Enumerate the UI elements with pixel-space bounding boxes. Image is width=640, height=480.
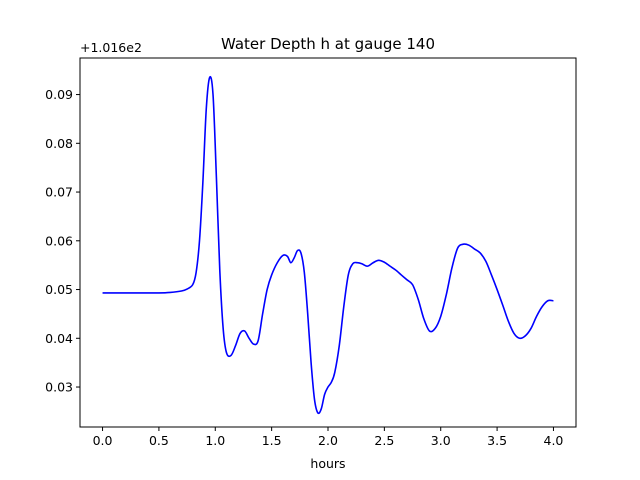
x-tick-label: 1.5 — [262, 433, 282, 448]
x-tick-label: 3.5 — [487, 433, 507, 448]
y-tick-label: 0.04 — [45, 331, 73, 346]
y-tick-label: 0.03 — [45, 380, 73, 395]
y-axis-offset-label: +1.016e2 — [80, 40, 142, 55]
chart-title: Water Depth h at gauge 140 — [221, 35, 435, 53]
x-tick-label: 2.0 — [318, 433, 338, 448]
series-line-water-depth — [102, 75, 554, 415]
x-tick-label: 1.0 — [205, 433, 225, 448]
x-tick-label: 0.0 — [93, 433, 113, 448]
x-tick-label: 3.0 — [431, 433, 451, 448]
axis-ticks: 0.0 0.5 1.0 1.5 2.0 2.5 3.0 3.5 4.0 0.03 0.04 0.05 0… — [45, 87, 563, 448]
y-tick-label: 0.09 — [45, 87, 73, 102]
y-tick-label: 0.07 — [45, 185, 73, 200]
y-tick-label: 0.06 — [45, 233, 73, 248]
x-tick-label: 0.5 — [149, 433, 169, 448]
x-axis-label: hours — [310, 456, 345, 471]
y-tick-label: 0.05 — [45, 282, 73, 297]
x-tick-label: 4.0 — [544, 433, 564, 448]
plot-frame — [79, 57, 577, 428]
series-layer — [102, 75, 554, 415]
x-tick-label: 2.5 — [374, 433, 394, 448]
y-tick-label: 0.08 — [45, 136, 73, 151]
